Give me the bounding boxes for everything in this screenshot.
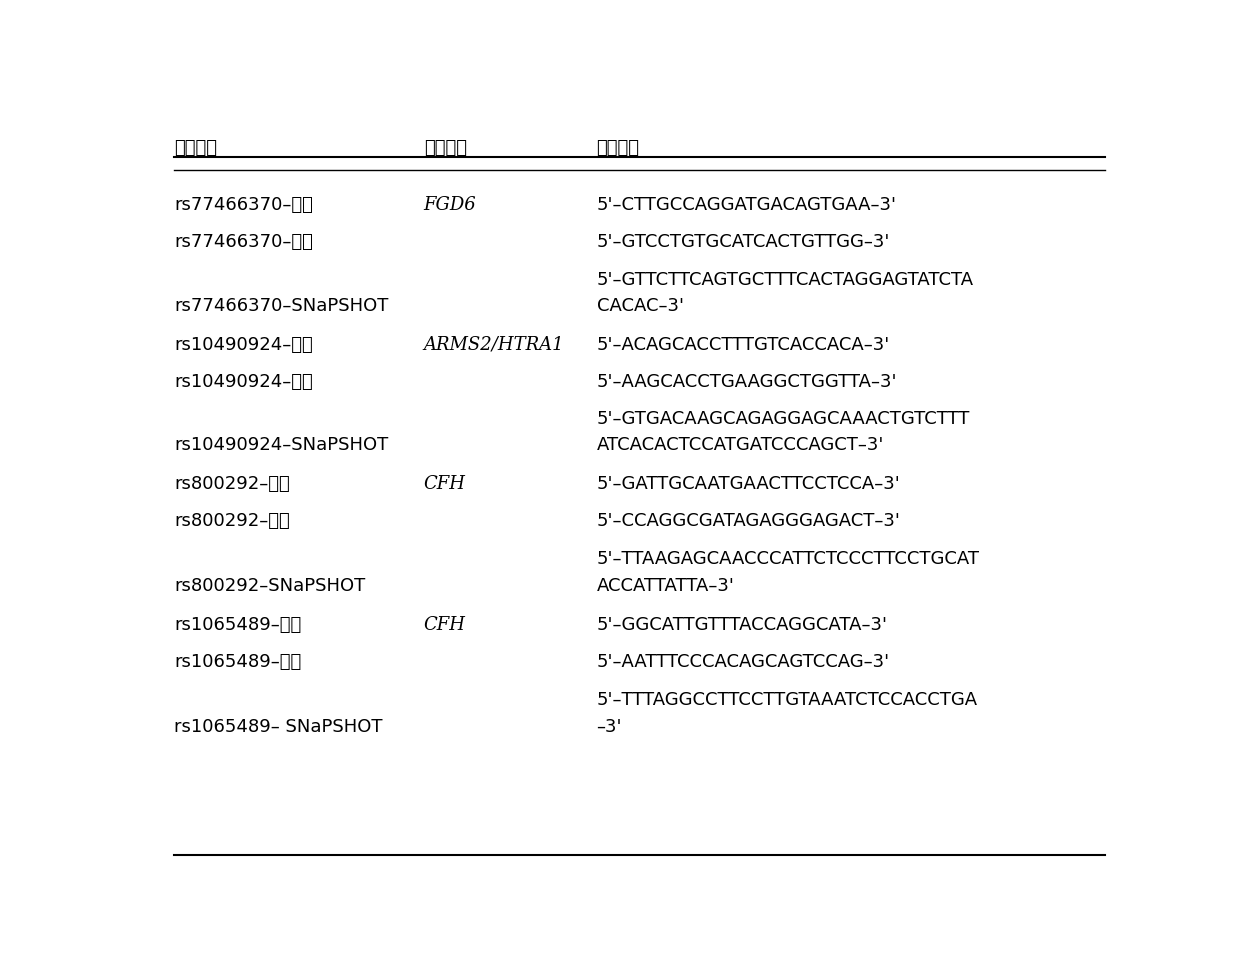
Text: rs800292–SNaPSHOT: rs800292–SNaPSHOT bbox=[173, 578, 366, 595]
Text: CACAC–3': CACAC–3' bbox=[597, 297, 684, 315]
Text: rs77466370–正向: rs77466370–正向 bbox=[173, 196, 313, 214]
Text: rs10490924–反向: rs10490924–反向 bbox=[173, 373, 312, 391]
Text: FGD6: FGD6 bbox=[424, 196, 477, 214]
Text: 5'–GTTCTTCAGTGCTTTCACTAGGAGTATCTA: 5'–GTTCTTCAGTGCTTTCACTAGGAGTATCTA bbox=[597, 270, 974, 289]
Text: rs10490924–正向: rs10490924–正向 bbox=[173, 335, 312, 354]
Text: rs10490924–SNaPSHOT: rs10490924–SNaPSHOT bbox=[173, 436, 388, 454]
Text: 5'–GTGACAAGCAGAGGAGCAAACTGTCTTT: 5'–GTGACAAGCAGAGGAGCAAACTGTCTTT bbox=[597, 410, 970, 428]
Text: rs800292–正向: rs800292–正向 bbox=[173, 475, 290, 493]
Text: 5'–TTAAGAGCAACCCATTCTCCCTTCCTGCAT: 5'–TTAAGAGCAACCCATTCTCCCTTCCTGCAT bbox=[597, 549, 980, 568]
Text: 5'–AATTTCCCACAGCAGTCCAG–3': 5'–AATTTCCCACAGCAGTCCAG–3' bbox=[597, 653, 890, 672]
Text: CFH: CFH bbox=[424, 475, 466, 493]
Text: rs1065489–反向: rs1065489–反向 bbox=[173, 653, 301, 672]
Text: 5'–CCAGGCGATAGAGGGAGACT–3': 5'–CCAGGCGATAGAGGGAGACT–3' bbox=[597, 513, 901, 530]
Text: rs77466370–反向: rs77466370–反向 bbox=[173, 234, 313, 251]
Text: ARMS2/HTRA1: ARMS2/HTRA1 bbox=[424, 335, 564, 354]
Text: 引物序列: 引物序列 bbox=[597, 139, 639, 157]
Text: rs77466370–SNaPSHOT: rs77466370–SNaPSHOT bbox=[173, 297, 389, 315]
Text: rs1065489–正向: rs1065489–正向 bbox=[173, 616, 301, 634]
Text: –3': –3' bbox=[597, 718, 622, 736]
Text: 引物名称: 引物名称 bbox=[173, 139, 217, 157]
Text: ACCATTATTA–3': ACCATTATTA–3' bbox=[597, 578, 735, 595]
Text: 基因名称: 基因名称 bbox=[424, 139, 467, 157]
Text: CFH: CFH bbox=[424, 616, 466, 634]
Text: rs1065489– SNaPSHOT: rs1065489– SNaPSHOT bbox=[173, 718, 383, 736]
Text: 5'–AAGCACCTGAAGGCTGGTTA–3': 5'–AAGCACCTGAAGGCTGGTTA–3' bbox=[597, 373, 897, 391]
Text: 5'–TTTAGGCCTTCCTTGTAAATCTCCACCTGA: 5'–TTTAGGCCTTCCTTGTAAATCTCCACCTGA bbox=[597, 691, 978, 708]
Text: 5'–ACAGCACCTTTGTCACCACA–3': 5'–ACAGCACCTTTGTCACCACA–3' bbox=[597, 335, 890, 354]
Text: ATCACACTCCATGATCCCAGCT–3': ATCACACTCCATGATCCCAGCT–3' bbox=[597, 436, 883, 454]
Text: 5'–GTCCTGTGCATCACTGTTGG–3': 5'–GTCCTGTGCATCACTGTTGG–3' bbox=[597, 234, 890, 251]
Text: 5'–GATTGCAATGAACTTCCTCCA–3': 5'–GATTGCAATGAACTTCCTCCA–3' bbox=[597, 475, 901, 493]
Text: 5'–GGCATTGTTTACCAGGCATA–3': 5'–GGCATTGTTTACCAGGCATA–3' bbox=[597, 616, 887, 634]
Text: rs800292–反向: rs800292–反向 bbox=[173, 513, 290, 530]
Text: 5'–CTTGCCAGGATGACAGTGAA–3': 5'–CTTGCCAGGATGACAGTGAA–3' bbox=[597, 196, 897, 214]
